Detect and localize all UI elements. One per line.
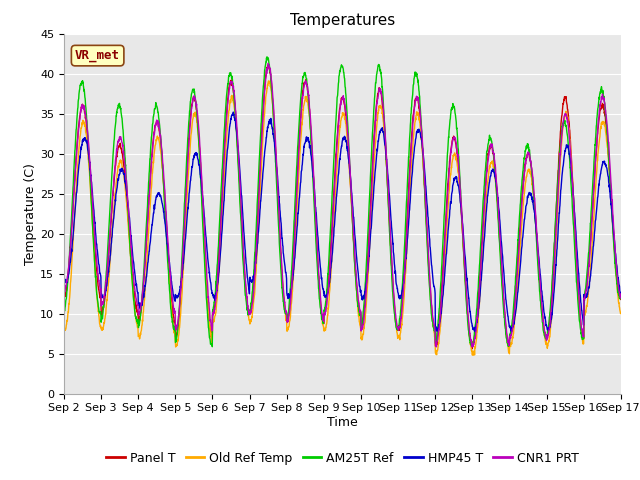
Old Ref Temp xyxy=(584,299,591,305)
Old Ref Temp xyxy=(371,150,379,156)
HMP45 T xyxy=(230,109,237,115)
HMP45 T xyxy=(504,317,512,323)
Old Ref Temp xyxy=(505,349,513,355)
AM25T Ref xyxy=(359,314,367,320)
HMP45 T xyxy=(60,276,68,281)
Panel T xyxy=(584,274,591,280)
HMP45 T xyxy=(371,173,379,179)
HMP45 T xyxy=(568,174,576,180)
CNR1 PRT xyxy=(216,250,223,255)
CNR1 PRT xyxy=(505,340,513,346)
Line: Old Ref Temp: Old Ref Temp xyxy=(64,81,621,355)
CNR1 PRT xyxy=(264,60,272,66)
HMP45 T xyxy=(617,291,625,297)
HMP45 T xyxy=(584,292,591,298)
CNR1 PRT xyxy=(584,278,591,284)
AM25T Ref xyxy=(505,341,513,347)
X-axis label: Time: Time xyxy=(327,416,358,429)
Title: Temperatures: Temperatures xyxy=(290,13,395,28)
Old Ref Temp xyxy=(60,327,68,333)
Line: Panel T: Panel T xyxy=(64,64,621,348)
AM25T Ref xyxy=(371,89,379,95)
CNR1 PRT xyxy=(617,295,625,300)
Old Ref Temp xyxy=(359,333,367,338)
Old Ref Temp xyxy=(216,266,223,272)
Panel T xyxy=(60,293,68,299)
AM25T Ref xyxy=(617,292,625,298)
CNR1 PRT xyxy=(433,344,440,350)
CNR1 PRT xyxy=(60,288,68,293)
AM25T Ref xyxy=(568,195,576,201)
Old Ref Temp xyxy=(265,78,273,84)
Panel T xyxy=(468,346,476,351)
Line: AM25T Ref: AM25T Ref xyxy=(64,57,621,347)
Panel T xyxy=(371,125,379,131)
CNR1 PRT xyxy=(371,130,379,136)
Line: HMP45 T: HMP45 T xyxy=(64,112,621,332)
Panel T xyxy=(617,297,625,302)
Panel T xyxy=(568,167,576,173)
Line: CNR1 PRT: CNR1 PRT xyxy=(64,63,621,347)
Old Ref Temp xyxy=(568,169,576,175)
AM25T Ref xyxy=(60,309,68,315)
Old Ref Temp xyxy=(617,310,625,316)
AM25T Ref xyxy=(216,221,223,227)
AM25T Ref xyxy=(584,266,591,272)
AM25T Ref xyxy=(263,54,271,60)
Panel T xyxy=(505,343,513,348)
AM25T Ref xyxy=(209,344,216,349)
Panel T xyxy=(359,320,367,325)
HMP45 T xyxy=(216,265,223,271)
CNR1 PRT xyxy=(568,172,576,178)
HMP45 T xyxy=(508,329,516,335)
HMP45 T xyxy=(359,296,367,302)
CNR1 PRT xyxy=(359,325,367,331)
Y-axis label: Temperature (C): Temperature (C) xyxy=(24,163,37,264)
Old Ref Temp xyxy=(470,352,477,358)
Panel T xyxy=(265,61,273,67)
Text: VR_met: VR_met xyxy=(75,49,120,62)
Panel T xyxy=(216,243,223,249)
Legend: Panel T, Old Ref Temp, AM25T Ref, HMP45 T, CNR1 PRT: Panel T, Old Ref Temp, AM25T Ref, HMP45 … xyxy=(101,447,584,469)
